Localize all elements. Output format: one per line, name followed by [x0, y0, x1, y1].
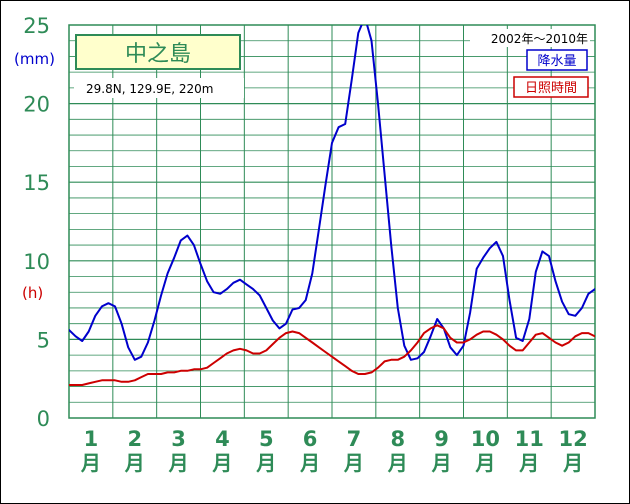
month-number-label: 5 — [259, 427, 274, 451]
y-tick-label: 15 — [23, 171, 50, 195]
y-tick-label: 20 — [23, 93, 50, 117]
month-suffix-label: 月 — [124, 451, 145, 475]
location-bg — [74, 78, 244, 98]
precipitation-line — [69, 25, 595, 361]
month-suffix-label: 月 — [431, 451, 452, 475]
station-location: 29.8N, 129.9E, 220m — [86, 82, 213, 96]
y-tick-label: 10 — [23, 250, 50, 274]
legend-precip-label: 降水量 — [537, 54, 576, 69]
month-number-label: 7 — [347, 427, 362, 451]
legend-precip-box — [526, 49, 588, 71]
period-label: 2002年〜2010年 — [491, 32, 588, 46]
month-suffix-label: 月 — [255, 451, 276, 475]
month-number-label: 8 — [390, 427, 405, 451]
month-suffix-label: 月 — [518, 451, 539, 475]
legend-sun-label: 日照時間 — [525, 81, 577, 96]
month-number-label: 1 — [84, 427, 99, 451]
month-suffix-label: 月 — [80, 451, 101, 475]
month-suffix-label: 月 — [211, 451, 232, 475]
month-number-label: 3 — [171, 427, 186, 451]
y-axis-ticks: 0 5 10 15 20 25 — [23, 14, 50, 431]
month-number-label: 11 — [515, 427, 544, 451]
month-number-label: 10 — [471, 427, 500, 451]
month-suffix-label: 月 — [299, 451, 320, 475]
month-suffix-label: 月 — [387, 451, 408, 475]
y-tick-label: 5 — [37, 328, 50, 352]
month-number-label: 4 — [215, 427, 230, 451]
period-bg — [470, 29, 590, 47]
sunshine-unit-label: (h) — [22, 284, 43, 302]
station-title-box — [75, 34, 241, 70]
month-number-label: 9 — [434, 427, 449, 451]
sunshine-line — [69, 324, 595, 386]
station-title: 中之島 — [125, 42, 191, 67]
month-number-label: 12 — [558, 427, 587, 451]
month-number-label: 2 — [127, 427, 142, 451]
series-lines — [69, 25, 595, 386]
precip-unit-label: (mm) — [14, 50, 55, 68]
y-tick-label: 25 — [23, 14, 50, 38]
legend-sun-box — [513, 76, 589, 98]
y-tick-label: 0 — [37, 407, 50, 431]
month-suffix-label: 月 — [343, 451, 364, 475]
month-suffix-label: 月 — [168, 451, 189, 475]
month-suffix-label: 月 — [474, 451, 495, 475]
month-suffix-label: 月 — [562, 451, 583, 475]
month-number-label: 6 — [303, 427, 318, 451]
